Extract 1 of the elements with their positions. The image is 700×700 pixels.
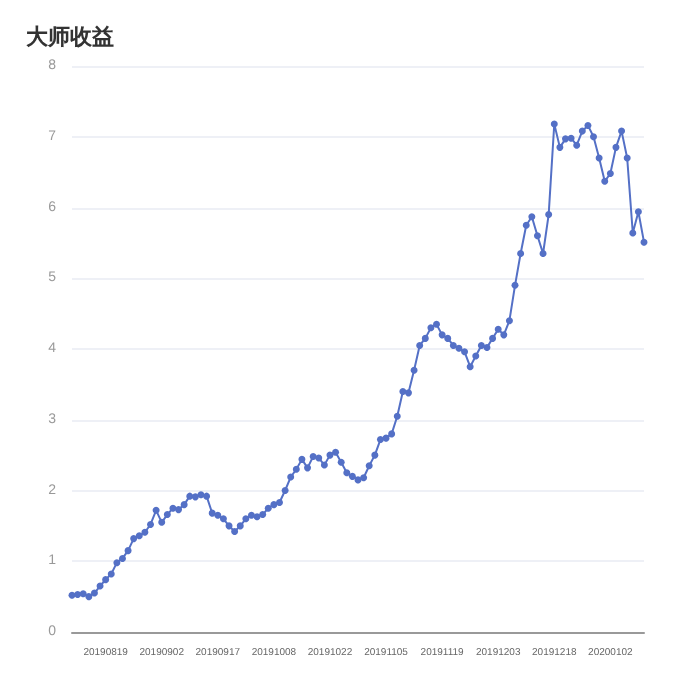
chart-title: 大师收益 [26,24,114,50]
